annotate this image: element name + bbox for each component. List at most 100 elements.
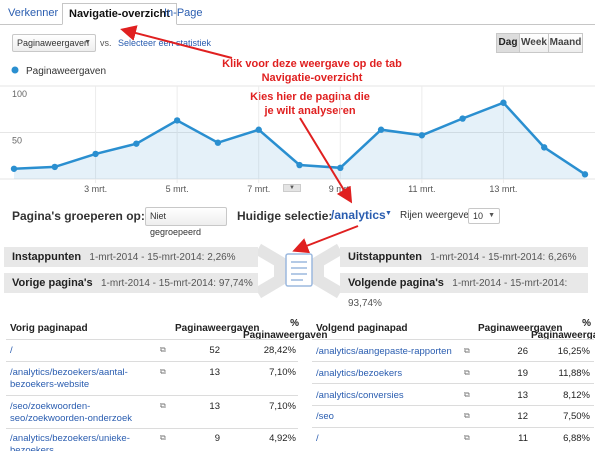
tab-navigatie-overzicht[interactable]: Navigatie-overzicht: [62, 3, 177, 25]
next-path-link[interactable]: /analytics/conversies: [316, 390, 404, 401]
data-point[interactable]: [10, 165, 18, 172]
prev-path-link[interactable]: /analytics/bezoekers/aantal-bezoekers-we…: [10, 367, 128, 390]
pct-value: 4,92%: [269, 433, 296, 444]
y-axis-labels: 100 50: [12, 89, 27, 146]
chart-grid: [0, 85, 595, 183]
chevron-down-icon: ▼: [84, 39, 91, 46]
grouping-select[interactable]: Niet gegroepeerd: [145, 207, 227, 237]
external-link-icon[interactable]: ⧉: [464, 411, 470, 420]
x-tick-label: 13 mrt.: [489, 184, 517, 194]
x-tick-label: 7 mrt.: [247, 184, 270, 194]
data-point[interactable]: [377, 126, 385, 133]
next-path-link[interactable]: /: [316, 433, 319, 444]
data-point[interactable]: [418, 132, 426, 139]
tab-in-page[interactable]: In-Page: [164, 7, 203, 19]
prev-table-pct-header: % Paginaweergaven: [243, 318, 328, 341]
tab-bar: Verkenner Navigatie-overzicht In-Page: [0, 0, 595, 25]
y-tick-label: 50: [12, 136, 22, 146]
x-tick-label: 9 mrt.: [329, 184, 352, 194]
data-point[interactable]: [51, 163, 58, 171]
views-value: 52: [209, 345, 220, 356]
flow-connector: [258, 243, 340, 299]
current-selection-link[interactable]: /analytics: [331, 208, 386, 222]
period-week-button[interactable]: Week: [519, 33, 549, 53]
table-row: /analytics/bezoekers/aantal-bezoekers-we…: [10, 367, 298, 395]
data-point[interactable]: [541, 144, 548, 151]
flow-previous: Vorige pagina's 1-mrt-2014 - 15-mrt-2014…: [4, 273, 258, 293]
table-row: /analytics/conversies ⧉ 13 8,12%: [316, 390, 592, 404]
external-link-icon[interactable]: ⧉: [160, 433, 166, 442]
flow-entrances-label: Instappunten: [12, 251, 82, 263]
views-value: 13: [517, 390, 528, 401]
table-row: /seo/zoekwoorden-seo/zoekwoorden-onderzo…: [10, 401, 298, 429]
period-month-button[interactable]: Maand: [548, 33, 583, 53]
x-tick-label: 5 mrt.: [166, 184, 189, 194]
external-link-icon[interactable]: ⧉: [464, 433, 470, 442]
y-tick-label: 100: [12, 89, 27, 99]
divider: [312, 427, 594, 428]
data-point[interactable]: [133, 140, 140, 147]
data-point[interactable]: [255, 126, 262, 133]
tab-verkenner[interactable]: Verkenner: [8, 7, 59, 19]
flow-next-label: Volgende pagina's: [348, 277, 444, 289]
period-day-button[interactable]: Dag: [496, 33, 520, 53]
external-link-icon[interactable]: ⧉: [160, 401, 166, 410]
next-table-path-header: Volgend paginapad: [316, 323, 408, 334]
data-point[interactable]: [581, 171, 589, 178]
external-link-icon[interactable]: ⧉: [160, 367, 166, 376]
data-point[interactable]: [500, 99, 507, 106]
chart-legend: Paginaweergaven: [11, 66, 106, 77]
chart-resize-handle[interactable]: ▼: [283, 184, 301, 192]
data-point[interactable]: [296, 161, 303, 169]
data-point[interactable]: [459, 115, 466, 122]
compare-metric-link[interactable]: Selecteer een statistiek: [118, 38, 212, 48]
next-path-link[interactable]: /analytics/bezoekers: [316, 368, 403, 379]
divider: [6, 428, 298, 429]
divider: [6, 395, 298, 396]
pct-value: 8,12%: [563, 390, 590, 401]
metric-select[interactable]: Paginaweergaven ▼: [12, 34, 96, 52]
grouping-label: Pagina's groeperen op:: [12, 209, 145, 223]
rows-label: Rijen weergeven:: [400, 210, 478, 221]
next-path-link[interactable]: /seo: [316, 411, 334, 422]
data-point[interactable]: [173, 117, 181, 124]
data-point[interactable]: [214, 139, 222, 146]
data-point[interactable]: [92, 150, 99, 158]
legend-label: Paginaweergaven: [26, 66, 106, 77]
chevron-down-icon[interactable]: ▼: [385, 210, 392, 217]
divider: [312, 339, 594, 340]
x-tick-label: 11 mrt.: [408, 184, 435, 194]
pct-value: 28,42%: [263, 345, 296, 356]
x-tick-label: 3 mrt.: [84, 184, 107, 194]
vs-label: vs.: [100, 38, 112, 48]
flow-exits-label: Uitstappunten: [348, 251, 422, 263]
flow-exits-value: 1-mrt-2014 - 15-mrt-2014: 6,26%: [430, 252, 577, 263]
prev-table-views-header: Paginaweergaven: [175, 323, 260, 334]
table-row: / ⧉ 52 28,42%: [10, 345, 298, 373]
external-link-icon[interactable]: ⧉: [160, 345, 166, 354]
pct-value: 7,10%: [269, 401, 296, 412]
legend-marker: [11, 66, 19, 74]
external-link-icon[interactable]: ⧉: [464, 346, 470, 355]
table-row: /analytics/bezoekers/unieke-bezoekers ⧉ …: [10, 433, 298, 451]
views-value: 19: [517, 368, 528, 379]
prev-path-link[interactable]: /: [10, 345, 13, 356]
divider: [6, 361, 298, 362]
views-value: 13: [209, 367, 220, 378]
divider: [312, 383, 594, 384]
pct-value: 16,25%: [557, 346, 590, 357]
external-link-icon[interactable]: ⧉: [464, 390, 470, 399]
metric-select-value: Paginaweergaven: [17, 38, 90, 48]
external-link-icon[interactable]: ⧉: [464, 368, 470, 377]
next-table-views-header: Paginaweergaven: [478, 323, 563, 334]
rows-select[interactable]: 10 ▼: [468, 208, 500, 224]
prev-path-link[interactable]: /seo/zoekwoorden-seo/zoekwoorden-onderzo…: [10, 401, 132, 424]
prev-path-link[interactable]: /analytics/bezoekers/unieke-bezoekers: [10, 433, 130, 451]
next-path-link[interactable]: /analytics/aangepaste-rapporten: [316, 346, 452, 357]
flow-previous-value: 1-mrt-2014 - 15-mrt-2014: 97,74%: [101, 278, 253, 289]
prev-table-path-header: Vorig paginapad: [10, 323, 88, 334]
views-value: 26: [517, 346, 528, 357]
data-point[interactable]: [337, 164, 344, 172]
pct-value: 7,10%: [269, 367, 296, 378]
views-value: 11: [518, 433, 528, 444]
